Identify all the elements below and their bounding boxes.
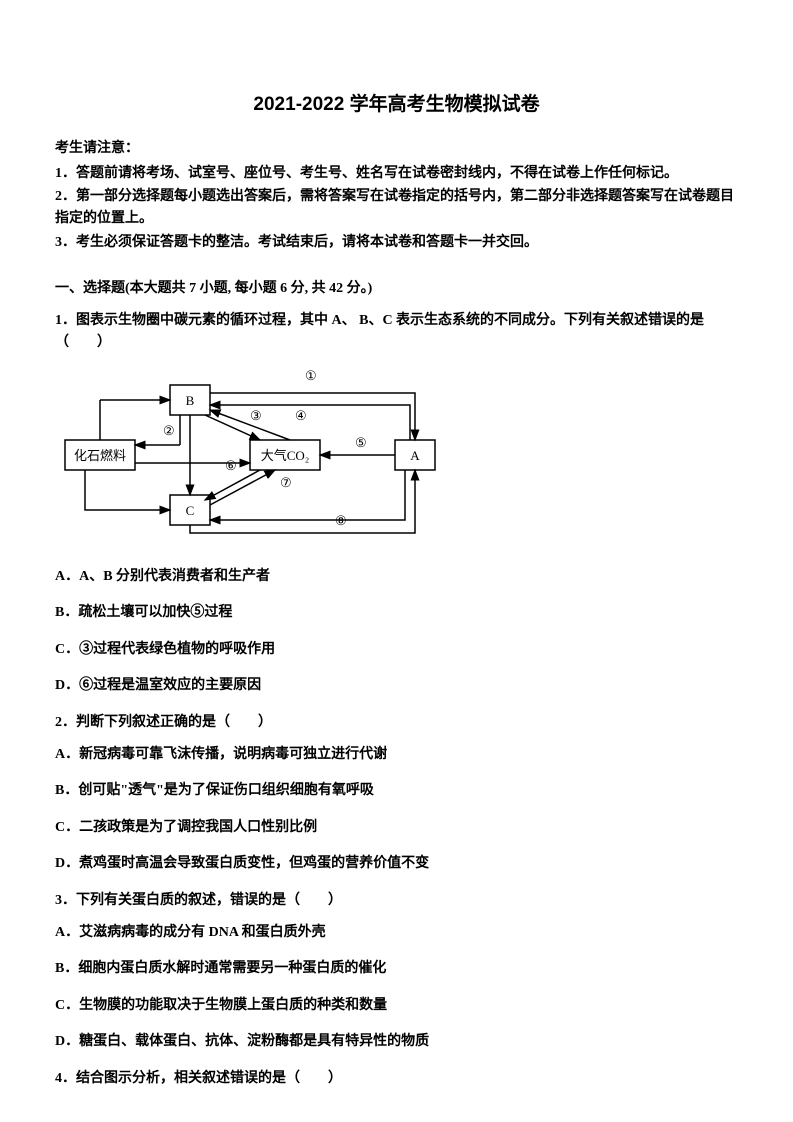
svg-text:④: ④ xyxy=(295,408,307,423)
q2-option-d: D．煮鸡蛋时高温会导致蛋白质变性，但鸡蛋的营养价值不变 xyxy=(55,853,738,875)
q1-option-b: B．疏松土壤可以加快⑤过程 xyxy=(55,602,738,624)
q2-option-a: A．新冠病毒可靠飞沫传播，说明病毒可独立进行代谢 xyxy=(55,744,738,766)
svg-text:①: ① xyxy=(305,368,317,383)
page-title: 2021-2022 学年高考生物模拟试卷 xyxy=(55,90,738,120)
carbon-cycle-diagram: 化石燃料 B C 大气CO₂ A ① ② ③ ④ ⑤ ⑥ ⑦ ⑧ xyxy=(55,365,455,540)
svg-text:C: C xyxy=(186,503,195,518)
q3-option-d: D．糖蛋白、载体蛋白、抗体、淀粉酶都是具有特异性的物质 xyxy=(55,1031,738,1053)
q3-option-b: B．细胞内蛋白质水解时通常需要另一种蛋白质的催化 xyxy=(55,958,738,980)
svg-text:②: ② xyxy=(163,423,175,438)
svg-text:⑥: ⑥ xyxy=(225,458,237,473)
section-header: 一、选择题(本大题共 7 小题, 每小题 6 分, 共 42 分。) xyxy=(55,278,738,300)
q1-option-a: A．A、B 分别代表消费者和生产者 xyxy=(55,566,738,588)
notice-item-3: 3．考生必须保证答题卡的整洁。考试结束后，请将本试卷和答题卡一并交回。 xyxy=(55,232,738,254)
q1-option-c: C．③过程代表绿色植物的呼吸作用 xyxy=(55,639,738,661)
svg-text:⑦: ⑦ xyxy=(280,475,292,490)
q1-stem: 1．图表示生物圈中碳元素的循环过程，其中 A、 B、C 表示生态系统的不同成分。… xyxy=(55,310,738,355)
svg-text:③: ③ xyxy=(250,408,262,423)
notice-item-1: 1．答题前请将考场、试室号、座位号、考生号、姓名写在试卷密封线内，不得在试卷上作… xyxy=(55,163,738,185)
svg-text:A: A xyxy=(410,448,420,463)
notice-item-2: 2．第一部分选择题每小题选出答案后，需将答案写在试卷指定的括号内，第二部分非选择… xyxy=(55,186,738,229)
q2-stem: 2．判断下列叙述正确的是（ ） xyxy=(55,712,738,734)
svg-text:化石燃料: 化石燃料 xyxy=(74,448,126,463)
svg-text:大气CO₂: 大气CO₂ xyxy=(261,448,310,463)
q2-option-b: B．创可贴"透气"是为了保证伤口组织细胞有氧呼吸 xyxy=(55,780,738,802)
q1-diagram: 化石燃料 B C 大气CO₂ A ① ② ③ ④ ⑤ ⑥ ⑦ ⑧ xyxy=(55,365,738,548)
q2-option-c: C．二孩政策是为了调控我国人口性别比例 xyxy=(55,817,738,839)
q3-option-a: A．艾滋病病毒的成分有 DNA 和蛋白质外壳 xyxy=(55,922,738,944)
notice-header: 考生请注意： xyxy=(55,138,738,160)
svg-text:⑧: ⑧ xyxy=(335,513,347,528)
q3-stem: 3．下列有关蛋白质的叙述，错误的是（ ） xyxy=(55,890,738,912)
svg-text:B: B xyxy=(186,393,195,408)
q3-option-c: C．生物膜的功能取决于生物膜上蛋白质的种类和数量 xyxy=(55,995,738,1017)
svg-text:⑤: ⑤ xyxy=(355,435,367,450)
q1-option-d: D．⑥过程是温室效应的主要原因 xyxy=(55,675,738,697)
q4-stem: 4．结合图示分析，相关叙述错误的是（ ） xyxy=(55,1068,738,1090)
